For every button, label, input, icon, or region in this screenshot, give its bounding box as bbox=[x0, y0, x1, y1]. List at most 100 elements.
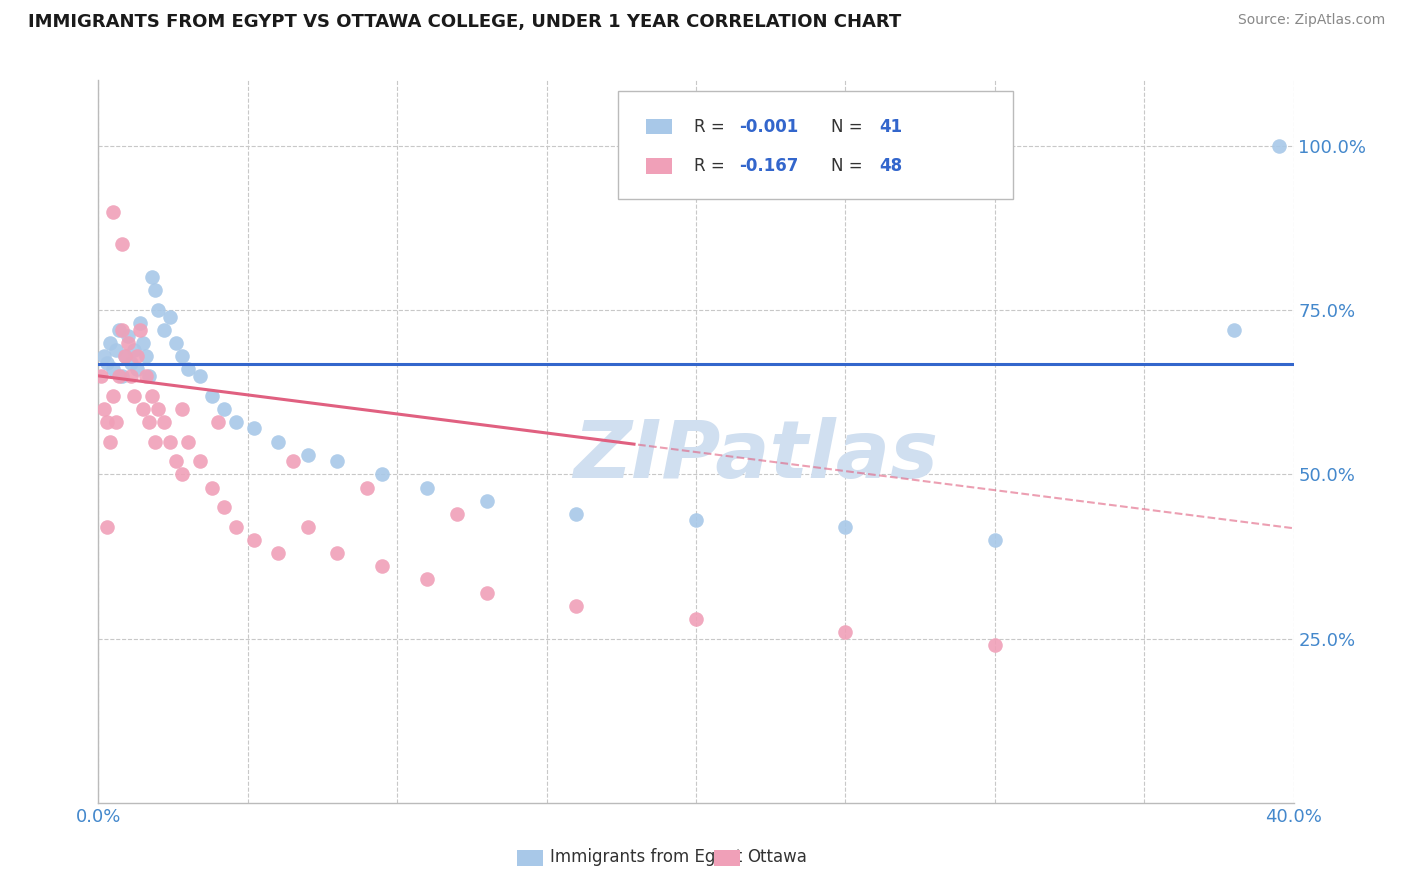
Point bbox=[177, 434, 200, 449]
Point bbox=[103, 388, 125, 402]
Point bbox=[685, 612, 707, 626]
Point bbox=[98, 336, 122, 351]
Point bbox=[132, 401, 155, 416]
Point bbox=[212, 500, 235, 515]
Point bbox=[148, 303, 170, 318]
Point bbox=[105, 343, 128, 357]
Point bbox=[127, 362, 149, 376]
Point bbox=[108, 323, 131, 337]
Point bbox=[207, 415, 229, 429]
Point bbox=[138, 415, 160, 429]
Point bbox=[141, 388, 163, 402]
Point bbox=[93, 349, 115, 363]
Point bbox=[565, 599, 588, 613]
Point bbox=[212, 401, 235, 416]
Point bbox=[188, 368, 211, 383]
Point bbox=[141, 270, 163, 285]
Text: 48: 48 bbox=[879, 157, 901, 175]
Point bbox=[114, 349, 136, 363]
Point bbox=[188, 454, 211, 468]
Point bbox=[108, 368, 131, 383]
Point bbox=[93, 401, 115, 416]
Point bbox=[371, 467, 394, 482]
Point bbox=[834, 625, 856, 640]
Point bbox=[475, 585, 498, 599]
Point bbox=[103, 204, 125, 219]
Point bbox=[96, 520, 118, 534]
Point bbox=[90, 368, 112, 383]
Point bbox=[984, 533, 1007, 547]
Point bbox=[172, 467, 194, 482]
Point bbox=[127, 349, 149, 363]
Point bbox=[103, 362, 125, 376]
Point bbox=[177, 362, 200, 376]
Point bbox=[132, 336, 155, 351]
Text: R =: R = bbox=[693, 157, 730, 175]
Point bbox=[114, 349, 136, 363]
Point bbox=[243, 421, 266, 435]
Point bbox=[129, 316, 152, 330]
Text: Immigrants from Egypt: Immigrants from Egypt bbox=[550, 848, 742, 866]
Bar bbox=[517, 850, 543, 865]
Point bbox=[172, 349, 194, 363]
Point bbox=[356, 481, 378, 495]
Point bbox=[153, 415, 176, 429]
Point bbox=[143, 434, 166, 449]
Text: R =: R = bbox=[693, 118, 730, 136]
Point bbox=[326, 546, 349, 560]
Point bbox=[172, 401, 194, 416]
Point bbox=[565, 507, 588, 521]
Point bbox=[120, 368, 142, 383]
Point bbox=[120, 356, 142, 370]
Point bbox=[148, 401, 170, 416]
Point bbox=[135, 349, 157, 363]
Text: -0.167: -0.167 bbox=[740, 157, 799, 175]
Point bbox=[281, 454, 304, 468]
Text: ZIPatlas: ZIPatlas bbox=[574, 417, 938, 495]
Point bbox=[201, 388, 224, 402]
Point bbox=[243, 533, 266, 547]
Point bbox=[446, 507, 468, 521]
Point bbox=[124, 343, 146, 357]
Point bbox=[159, 434, 181, 449]
Point bbox=[201, 481, 224, 495]
Point bbox=[1223, 323, 1246, 337]
Text: -0.001: -0.001 bbox=[740, 118, 799, 136]
Point bbox=[416, 573, 439, 587]
FancyBboxPatch shape bbox=[619, 91, 1012, 200]
Point bbox=[98, 434, 122, 449]
Text: 41: 41 bbox=[879, 118, 901, 136]
Point bbox=[297, 448, 319, 462]
Point bbox=[159, 310, 181, 324]
Point bbox=[135, 368, 157, 383]
Bar bbox=[645, 119, 672, 135]
Text: Source: ZipAtlas.com: Source: ZipAtlas.com bbox=[1237, 13, 1385, 28]
Point bbox=[96, 415, 118, 429]
Point bbox=[984, 638, 1007, 652]
Point bbox=[117, 336, 139, 351]
Point bbox=[96, 356, 118, 370]
Point bbox=[105, 415, 128, 429]
Point bbox=[111, 237, 134, 252]
Point bbox=[165, 336, 187, 351]
Point bbox=[371, 559, 394, 574]
Bar bbox=[645, 158, 672, 174]
Point bbox=[117, 329, 139, 343]
Point bbox=[129, 323, 152, 337]
Bar bbox=[714, 850, 740, 865]
Point bbox=[111, 368, 134, 383]
Point bbox=[165, 454, 187, 468]
Point bbox=[297, 520, 319, 534]
Text: IMMIGRANTS FROM EGYPT VS OTTAWA COLLEGE, UNDER 1 YEAR CORRELATION CHART: IMMIGRANTS FROM EGYPT VS OTTAWA COLLEGE,… bbox=[28, 13, 901, 31]
Point bbox=[326, 454, 349, 468]
Point bbox=[267, 434, 290, 449]
Text: N =: N = bbox=[831, 118, 868, 136]
Point bbox=[1267, 139, 1289, 153]
Point bbox=[834, 520, 856, 534]
Point bbox=[111, 323, 134, 337]
Point bbox=[225, 415, 247, 429]
Point bbox=[153, 323, 176, 337]
Point bbox=[475, 493, 498, 508]
Point bbox=[416, 481, 439, 495]
Point bbox=[267, 546, 290, 560]
